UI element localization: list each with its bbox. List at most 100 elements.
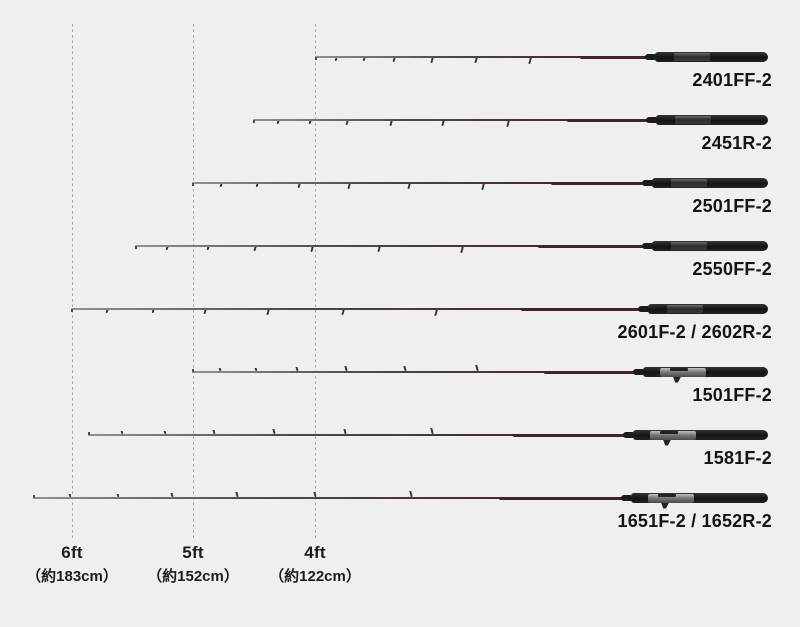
rod-butt-section [544, 370, 643, 374]
rod-model-label: 2451R-2 [701, 133, 772, 153]
line-guide-icon [105, 310, 108, 313]
line-guide-icon [528, 58, 532, 64]
reel-seat [648, 493, 694, 503]
rod-blank [192, 182, 652, 184]
rod-tip-icon [192, 183, 194, 186]
handle-grip [652, 241, 768, 251]
line-guide-icon [474, 58, 478, 63]
reel-seat [671, 179, 707, 187]
rod-butt-section [538, 244, 652, 248]
handle-grip [652, 178, 768, 188]
rod-blank [71, 308, 648, 310]
trigger-grip-icon [673, 376, 681, 383]
line-guide-icon [409, 491, 413, 497]
rod-blank [88, 434, 633, 436]
reel-seat [674, 53, 710, 61]
line-guide-icon [392, 58, 395, 62]
line-guide-icon [345, 121, 348, 125]
handle-grip [631, 493, 768, 503]
rod-butt-section [567, 118, 656, 122]
line-guide-icon [255, 184, 258, 187]
handle-grip [648, 304, 768, 314]
length-label-ft: 4ft [304, 543, 326, 562]
line-guide-icon [254, 368, 257, 371]
line-guide-icon [151, 310, 154, 313]
length-label-ft: 5ft [182, 543, 204, 562]
length-marker-line [72, 24, 73, 540]
rod-tip-icon [315, 57, 317, 60]
foregrip [623, 432, 633, 438]
line-guide-icon [407, 184, 411, 189]
foregrip [633, 369, 643, 375]
line-guide-icon [430, 58, 434, 63]
rod-butt-section [513, 433, 633, 437]
line-guide-icon [68, 494, 71, 497]
line-guide-icon [253, 247, 256, 251]
length-label-cm: （約183cm） [26, 568, 118, 585]
rod-blank [253, 119, 656, 121]
rod-blank [315, 56, 655, 58]
line-guide-icon [120, 431, 123, 434]
rod-tip-icon [253, 120, 255, 123]
rod-tip-icon [33, 495, 35, 498]
line-guide-icon [377, 247, 381, 252]
line-guide-icon [170, 493, 173, 497]
line-guide-icon [343, 429, 347, 434]
line-guide-icon [441, 121, 445, 126]
rod-butt-section [551, 181, 652, 185]
length-label-cm: （約152cm） [147, 568, 239, 585]
line-guide-icon [347, 184, 351, 189]
rod-tip-icon [135, 246, 137, 249]
rod-model-label: 1651F-2 / 1652R-2 [617, 511, 772, 531]
rod-tip-icon [71, 309, 73, 312]
line-guide-icon [276, 121, 279, 124]
reel-seat-clamp [660, 431, 678, 434]
line-guide-icon [212, 430, 215, 434]
rod-blank [135, 245, 652, 247]
line-guide-icon [344, 366, 348, 371]
line-guide-icon [163, 431, 166, 434]
rod-butt-section [499, 496, 631, 500]
line-guide-icon [266, 310, 270, 315]
line-guide-icon [334, 58, 337, 61]
length-label-cm: （約122cm） [269, 568, 361, 585]
rod-model-label: 2501FF-2 [692, 196, 772, 216]
rod-blank [33, 497, 631, 499]
line-guide-icon [116, 494, 119, 497]
reel-seat-clamp [658, 494, 676, 497]
line-guide-icon [219, 184, 222, 187]
rod-blank [192, 371, 643, 373]
handle-grip [655, 52, 768, 62]
foregrip [642, 243, 652, 249]
line-guide-icon [203, 310, 206, 314]
line-guide-icon [206, 247, 209, 250]
line-guide-icon [272, 429, 276, 434]
rod-tip-icon [88, 432, 90, 435]
handle-grip [633, 430, 768, 440]
reel-seat [660, 367, 706, 377]
rod-model-label: 1581F-2 [703, 448, 772, 468]
line-guide-icon [341, 310, 345, 315]
line-guide-icon [218, 368, 221, 371]
rod-model-label: 2601F-2 / 2602R-2 [617, 322, 772, 342]
length-marker-line [315, 24, 316, 540]
length-marker-line [193, 24, 194, 540]
foregrip [621, 495, 631, 501]
line-guide-icon [295, 367, 298, 371]
line-guide-icon [362, 58, 365, 61]
foregrip [645, 54, 655, 60]
foregrip [642, 180, 652, 186]
line-guide-icon [297, 184, 300, 188]
line-guide-icon [389, 121, 393, 126]
reel-seat [671, 242, 707, 250]
line-guide-icon [165, 247, 168, 250]
rod-butt-section [521, 307, 648, 311]
line-guide-icon [313, 492, 317, 497]
reel-seat-clamp [670, 368, 688, 371]
line-guide-icon [308, 121, 311, 124]
line-guide-icon [430, 428, 434, 434]
rod-model-label: 1501FF-2 [692, 385, 772, 405]
